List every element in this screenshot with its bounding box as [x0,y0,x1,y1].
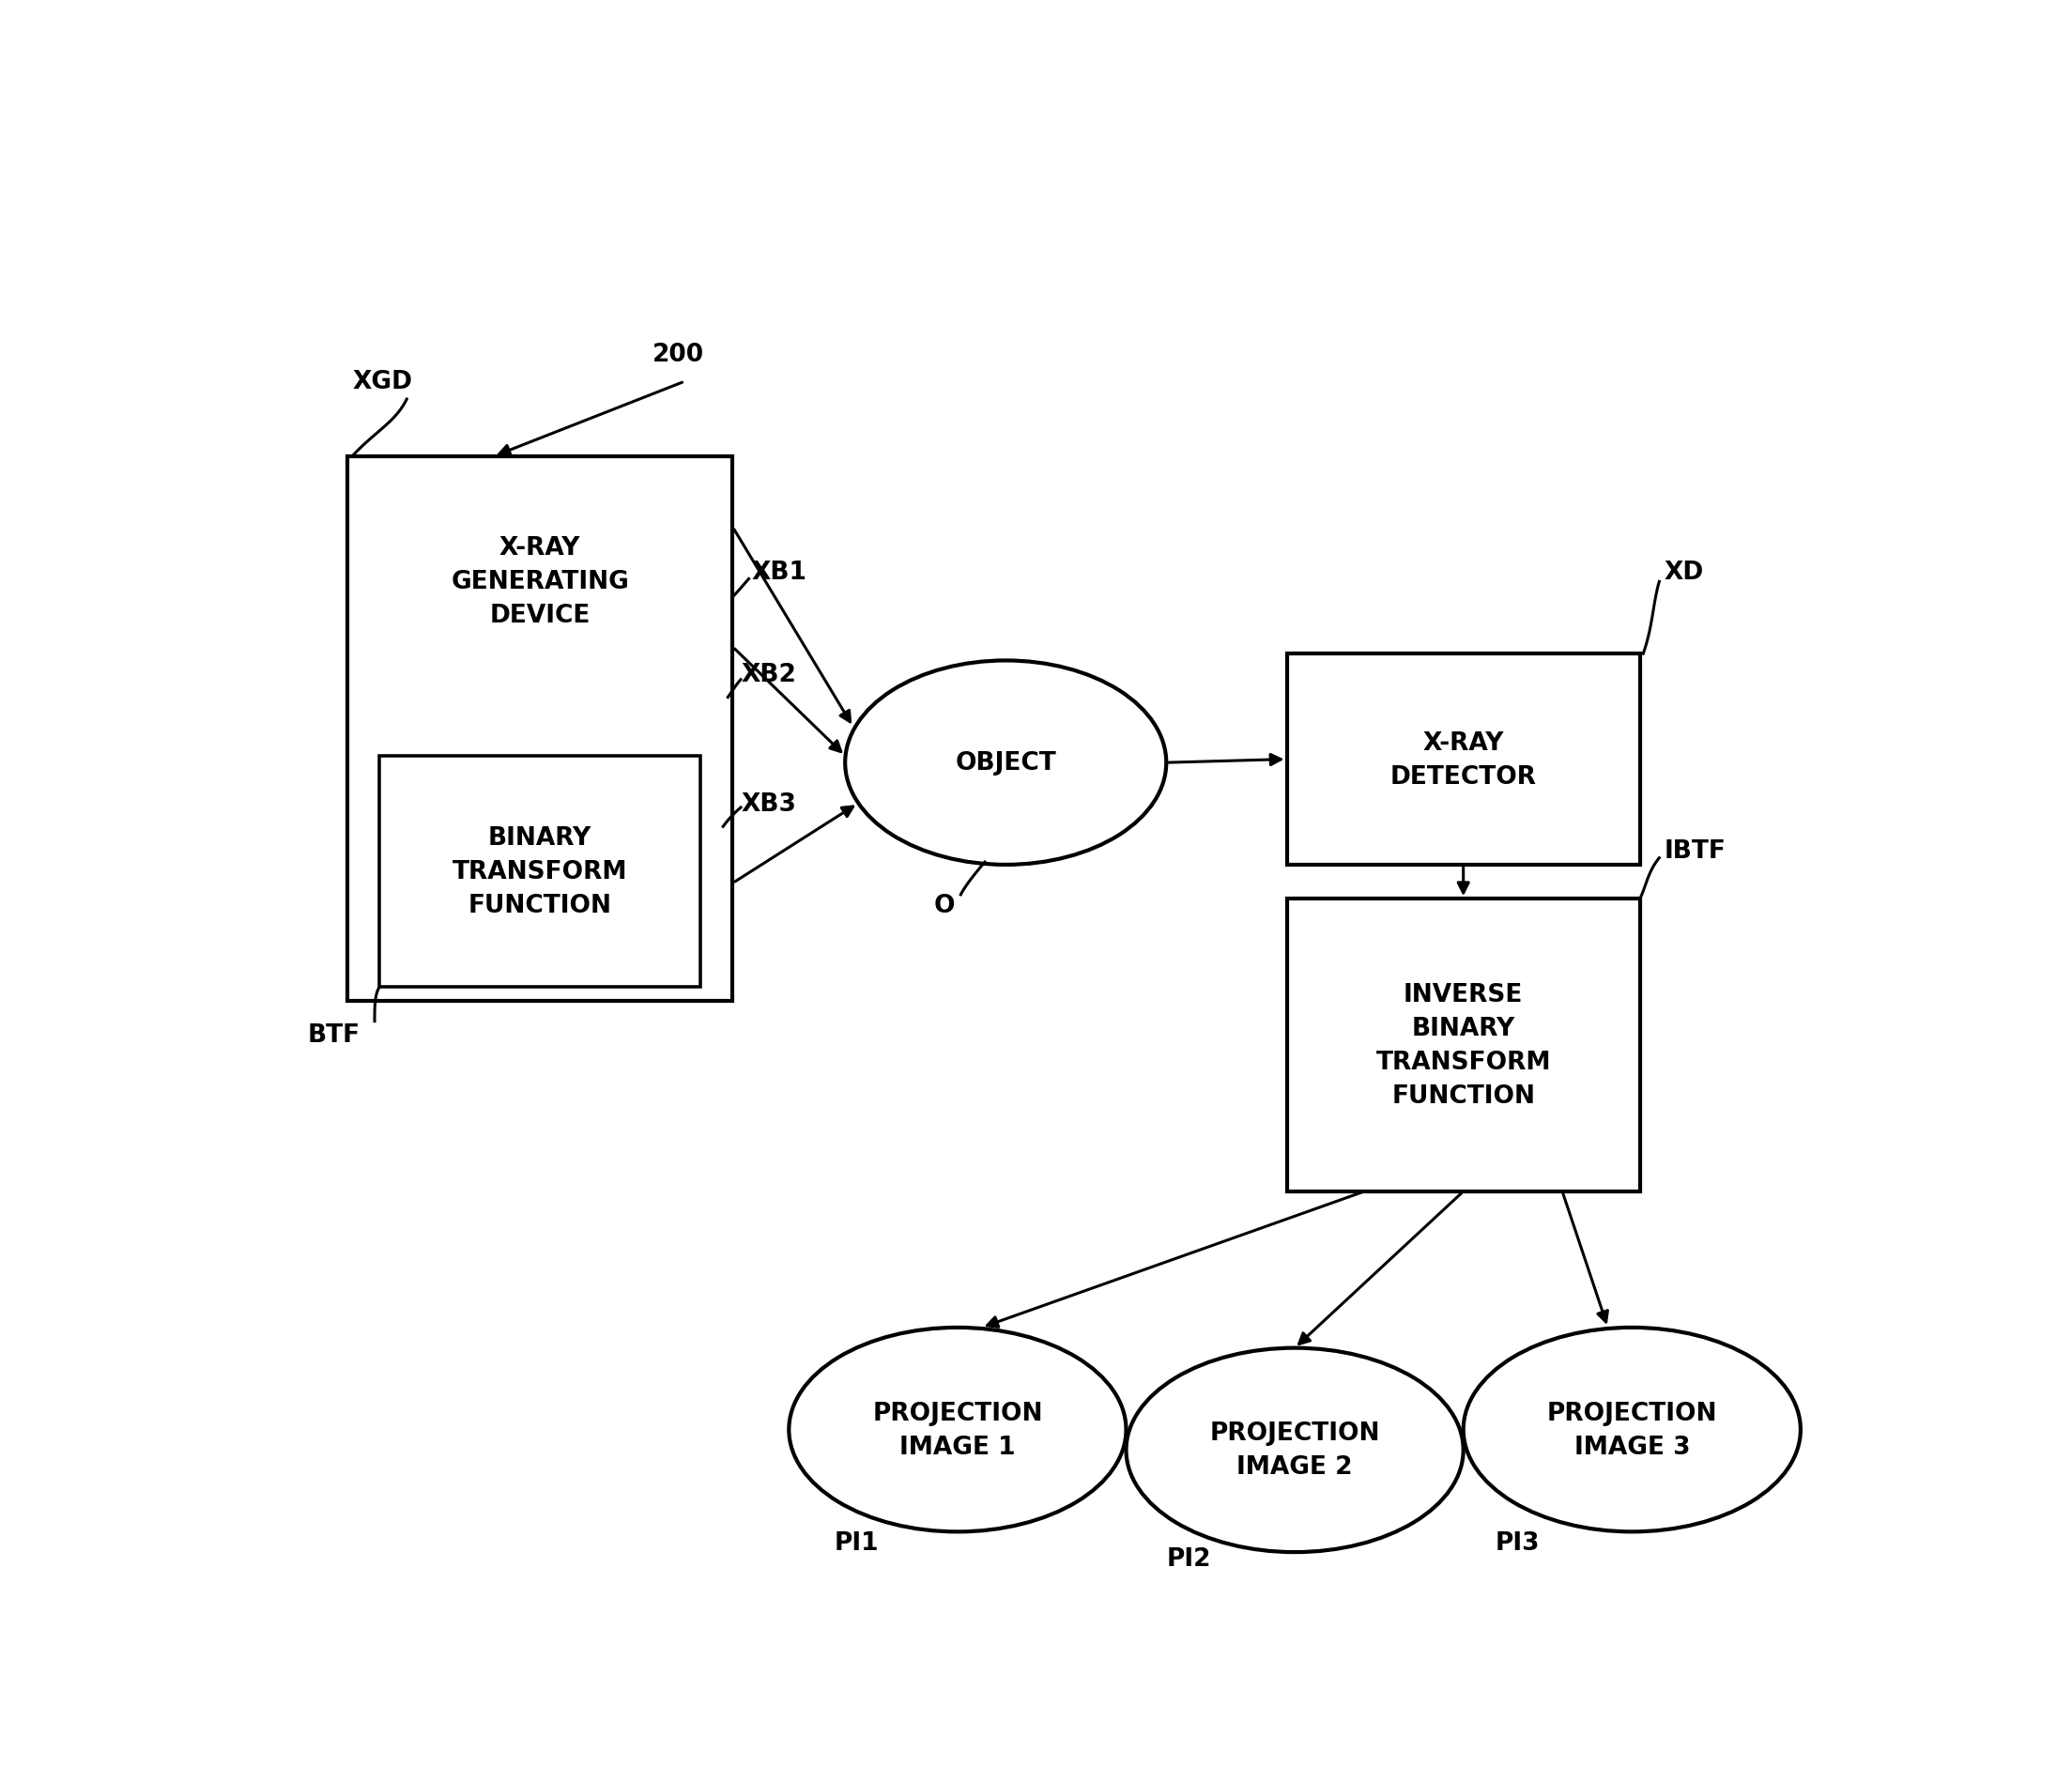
Bar [1287,899,1641,1191]
Ellipse shape [1127,1348,1463,1551]
Text: PI3: PI3 [1496,1530,1539,1555]
Text: IBTF: IBTF [1664,839,1726,864]
Bar [1287,654,1641,866]
Text: XB1: XB1 [752,560,808,585]
Text: PI2: PI2 [1167,1546,1210,1571]
Ellipse shape [845,661,1167,866]
Text: INVERSE
BINARY
TRANSFORM
FUNCTION: INVERSE BINARY TRANSFORM FUNCTION [1376,982,1552,1108]
Text: XB2: XB2 [742,663,796,687]
Text: XGD: XGD [352,369,412,394]
Bar [379,756,700,988]
Text: XD: XD [1664,560,1703,585]
Ellipse shape [789,1327,1127,1532]
Text: 200: 200 [653,343,704,368]
Text: OBJECT: OBJECT [955,751,1057,776]
Text: PROJECTION
IMAGE 1: PROJECTION IMAGE 1 [872,1401,1042,1460]
Bar [348,458,733,1002]
Text: O: O [932,894,955,919]
Text: BINARY
TRANSFORM
FUNCTION: BINARY TRANSFORM FUNCTION [452,825,628,917]
Text: XB3: XB3 [742,792,796,816]
Text: X-RAY
DETECTOR: X-RAY DETECTOR [1390,730,1537,788]
Ellipse shape [1463,1327,1801,1532]
Text: PROJECTION
IMAGE 3: PROJECTION IMAGE 3 [1548,1401,1718,1460]
Text: BTF: BTF [307,1023,361,1048]
Text: PROJECTION
IMAGE 2: PROJECTION IMAGE 2 [1210,1421,1380,1479]
Text: X-RAY
GENERATING
DEVICE: X-RAY GENERATING DEVICE [452,535,630,627]
Text: PI1: PI1 [833,1530,879,1555]
